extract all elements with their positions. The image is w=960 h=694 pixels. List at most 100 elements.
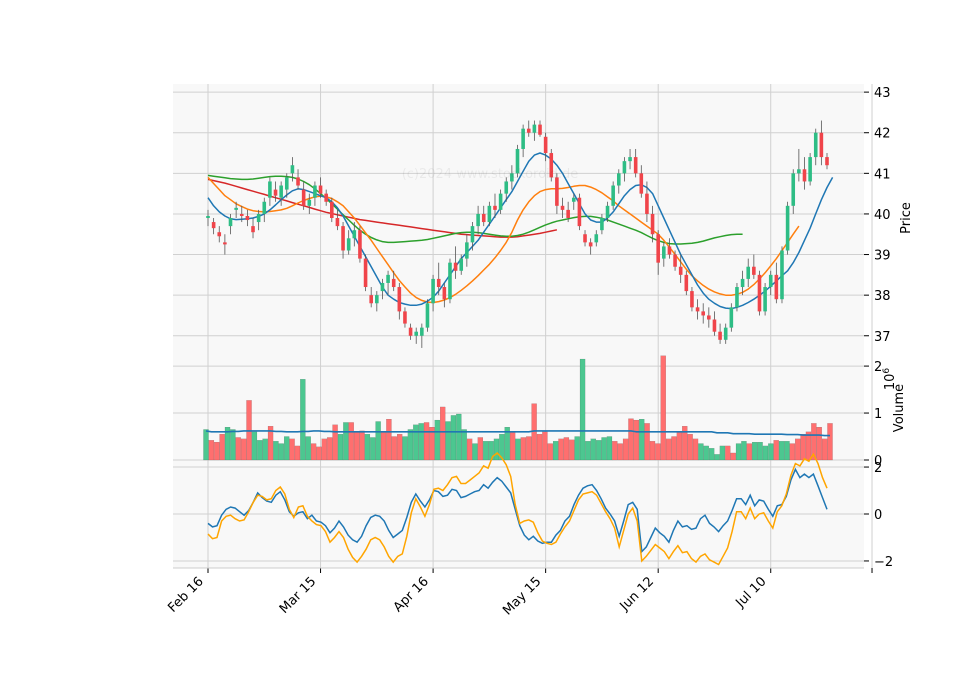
volume-bar bbox=[477, 437, 484, 461]
candle-body bbox=[273, 189, 278, 196]
volume-bar bbox=[719, 445, 726, 461]
volume-bar bbox=[251, 431, 258, 461]
volume-axis-label: Volume bbox=[892, 384, 907, 432]
candle-body bbox=[678, 266, 683, 275]
volume-bar bbox=[321, 438, 328, 461]
volume-bar bbox=[536, 434, 543, 461]
candle-body bbox=[735, 287, 739, 308]
volume-bar bbox=[585, 441, 591, 461]
price-tick-label: 40 bbox=[874, 208, 891, 223]
volume-bar bbox=[558, 438, 564, 461]
candle-body bbox=[284, 177, 289, 190]
candle-body bbox=[819, 132, 824, 158]
volume-bar bbox=[267, 426, 274, 461]
volume-bar bbox=[741, 441, 747, 461]
candle-body bbox=[363, 258, 368, 288]
candle-body bbox=[808, 157, 812, 182]
volume-bar bbox=[219, 434, 225, 461]
volume-bar bbox=[407, 429, 414, 461]
candle-body bbox=[718, 331, 722, 340]
candle-body bbox=[600, 218, 604, 231]
sma-mid-line bbox=[207, 176, 800, 304]
volume-bar bbox=[520, 437, 527, 461]
candle-body bbox=[740, 278, 745, 288]
candle-body bbox=[780, 250, 784, 300]
volume-bar bbox=[730, 452, 736, 461]
volume-bar bbox=[692, 438, 699, 461]
candle-body bbox=[279, 185, 283, 198]
volume-bar bbox=[353, 431, 360, 461]
candle-body bbox=[667, 246, 672, 255]
candle-body bbox=[375, 295, 379, 304]
volume-bar bbox=[316, 446, 322, 461]
candle-body bbox=[656, 234, 660, 263]
volume-scale-label: 106 bbox=[882, 368, 898, 391]
volume-bar bbox=[800, 434, 806, 461]
candle-body bbox=[352, 230, 357, 239]
candle-body bbox=[487, 205, 492, 223]
volume-bar bbox=[687, 434, 693, 461]
candle-body bbox=[768, 274, 773, 288]
volume-bar bbox=[547, 443, 553, 461]
candle-body bbox=[628, 157, 632, 162]
volume-bar bbox=[563, 437, 570, 461]
volume-bar bbox=[612, 441, 618, 461]
volume-bar bbox=[590, 438, 596, 461]
volume-bar bbox=[483, 441, 489, 461]
candle-body bbox=[515, 148, 520, 174]
volume-bar bbox=[240, 438, 247, 461]
candle-body bbox=[358, 230, 362, 259]
candle-body bbox=[324, 193, 328, 202]
candle-body bbox=[560, 205, 565, 210]
price-tick-label: 42 bbox=[874, 127, 891, 142]
volume-bar bbox=[257, 440, 263, 461]
volume-bar bbox=[752, 442, 758, 461]
volume-bar bbox=[208, 440, 215, 461]
candle-body bbox=[239, 213, 244, 216]
sma-fast-line bbox=[207, 152, 834, 310]
candle-body bbox=[802, 169, 807, 182]
candle-body bbox=[425, 303, 430, 328]
volume-bar bbox=[526, 436, 532, 461]
volume-bar bbox=[768, 443, 774, 461]
candle-body bbox=[594, 234, 599, 243]
osc-signal-line bbox=[207, 451, 828, 566]
volume-tick-label: 0 bbox=[874, 454, 882, 469]
volume-bar bbox=[327, 437, 333, 461]
candle-body bbox=[684, 274, 689, 292]
osc-tick-label: −2 bbox=[874, 555, 893, 570]
candle-body bbox=[746, 266, 751, 279]
candle-body bbox=[307, 199, 312, 206]
candle-body bbox=[555, 177, 559, 206]
candle-body bbox=[296, 177, 300, 186]
candle-body bbox=[386, 274, 390, 283]
volume-bar bbox=[762, 445, 769, 461]
candle-body bbox=[448, 262, 452, 300]
candle-body bbox=[521, 128, 525, 149]
volume-bar bbox=[714, 454, 720, 461]
volume-bar bbox=[509, 431, 516, 461]
volume-bar bbox=[466, 438, 473, 461]
volume-scale-exponent: 6 bbox=[882, 368, 892, 374]
volume-bar bbox=[622, 438, 629, 461]
candle-body bbox=[251, 226, 255, 233]
candle-body bbox=[549, 153, 554, 178]
candle-body bbox=[571, 197, 576, 202]
volume-tick-label: 2 bbox=[874, 360, 882, 375]
candle-body bbox=[813, 132, 818, 158]
volume-bar bbox=[649, 441, 656, 461]
candle-body bbox=[465, 242, 469, 259]
volume-bar bbox=[440, 406, 446, 461]
candle-body bbox=[206, 215, 210, 218]
candle-body bbox=[318, 185, 323, 194]
osc-tick-label: 0 bbox=[874, 508, 882, 523]
volume-bar bbox=[305, 436, 311, 461]
candle-body bbox=[588, 242, 593, 247]
candle-body bbox=[436, 278, 441, 288]
candle-body bbox=[245, 215, 250, 221]
volume-bar bbox=[380, 431, 387, 461]
volume-bar bbox=[375, 421, 381, 461]
x-tick-label: May 15 bbox=[500, 574, 544, 618]
volume-bar bbox=[402, 436, 408, 461]
